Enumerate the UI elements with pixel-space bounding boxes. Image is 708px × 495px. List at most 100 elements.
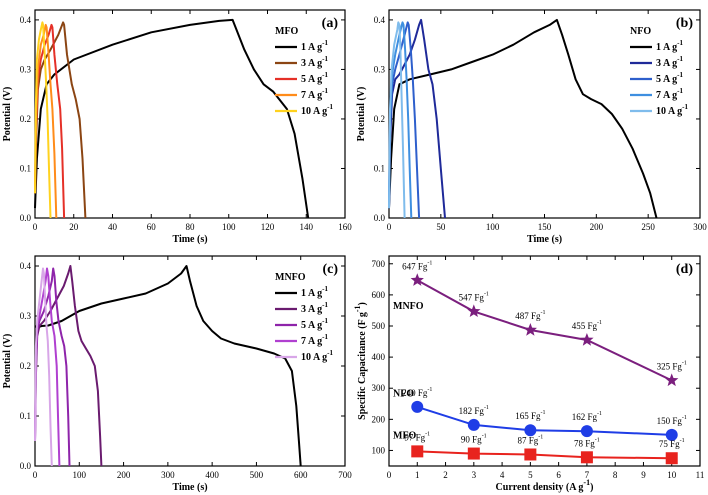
x-tick-label: 0 [387,222,392,232]
y-tick-label: 0.0 [20,461,32,471]
data-label: 87 Fg-1 [517,434,543,445]
series-name-label: MFO [393,431,417,442]
y-tick-label: 300 [372,383,386,393]
data-point [410,273,424,286]
x-tick-label: 200 [117,470,131,480]
data-label: 162 Fg-1 [572,411,602,422]
legend-title: MNFO [275,272,306,283]
series-line [34,18,310,219]
x-tick-label: 5 [528,470,533,480]
data-label: 78 Fg-1 [574,437,600,448]
plot-frame [34,9,346,219]
legend-entry: 1 A g-1 [301,39,328,53]
series-line [34,23,58,219]
data-label: 240 Fg-1 [402,387,432,398]
panel-a: 0 20 40 60 80 100 120 140 160 0.0 0.1 0.2 0.3 0.4 Time… [2,9,352,245]
x-tick-label: 7 [585,470,590,480]
series-line [416,279,673,382]
x-tick-label: 1 [415,470,420,480]
y-tick-label: 0.2 [20,361,31,371]
series-line [388,18,658,219]
series-line [34,267,53,467]
series-name-label: MNFO [393,301,424,312]
x-tick-label: 60 [147,222,157,232]
series-line [388,21,406,219]
x-tick-label: 0 [387,470,392,480]
x-tick-label: 3 [472,470,477,480]
data-label: 487 Fg-1 [515,310,545,321]
x-axis-label: Current density (A g-1) [496,478,594,493]
y-tick-label: 0.1 [374,163,385,173]
y-tick-label: 0.0 [20,213,32,223]
data-label: 90 Fg-1 [461,434,487,445]
legend-title: MFO [275,26,299,37]
legend-entry: 3 A g-1 [301,301,328,315]
x-tick-label: 9 [641,470,646,480]
legend-entry: 1 A g-1 [301,285,328,299]
series-line [34,21,87,219]
legend-entry: 5 A g-1 [301,317,328,331]
series-line [34,265,103,467]
y-tick-label: 600 [372,290,386,300]
y-tick-label: 0.3 [20,64,32,74]
panel-label: (d) [676,262,693,277]
y-tick-label: 0.4 [20,261,32,271]
series-line [34,21,52,219]
x-tick-label: 400 [205,470,219,480]
data-point [411,445,424,458]
x-tick-label: 10 [667,470,677,480]
data-point [524,424,537,437]
x-tick-label: 600 [294,470,308,480]
data-point [580,451,593,464]
legend-entry: 10 A g-1 [301,349,333,363]
legend-entry: 7 A g-1 [656,87,683,101]
y-tick-label: 700 [372,259,386,269]
y-tick-label: 0.2 [374,114,385,124]
data-point [467,447,480,460]
y-axis-label: Specific Capacitance (F g-1) [353,302,368,420]
x-tick-label: 2 [443,470,448,480]
data-label: 97 Fg-1 [404,431,430,442]
legend-entry: 5 A g-1 [656,71,683,85]
legend-entry: 3 A g-1 [656,55,683,69]
data-label: 150 Fg-1 [657,415,687,426]
plot-frame [388,255,701,467]
data-point [411,400,424,413]
x-tick-label: 11 [696,470,705,480]
data-point [580,425,593,438]
data-point [580,333,594,346]
y-tick-label: 0.4 [20,15,32,25]
series-line [388,18,446,219]
panel-b: 0 50 100 150 200 250 300 0.0 0.1 0.2 0.3 0.4 Time (s… [356,9,707,245]
x-tick-label: 150 [538,222,552,232]
y-tick-label: 200 [372,414,386,424]
x-tick-label: 20 [69,222,79,232]
x-axis-label: Time (s) [527,234,562,245]
panel-label: (a) [322,16,339,31]
panel-label: (b) [676,16,693,31]
y-axis-label: Potential (V) [356,87,367,142]
series-line [417,450,672,460]
panel-label: (c) [322,262,338,277]
x-tick-label: 0 [33,470,38,480]
data-point [665,428,678,441]
y-tick-label: 100 [372,445,386,455]
data-point [467,304,481,317]
legend-entry: 5 A g-1 [301,71,328,85]
legend-entry: 10 A g-1 [656,103,688,117]
data-point [523,323,537,336]
x-tick-label: 160 [338,222,352,232]
series-line [34,267,71,467]
legend-entry: 1 A g-1 [656,39,683,53]
y-tick-label: 0.0 [374,213,386,223]
y-tick-label: 0.1 [20,163,31,173]
y-tick-label: 0.1 [20,411,31,421]
x-tick-label: 4 [500,470,505,480]
data-label: 455 Fg-1 [572,320,602,331]
x-tick-label: 300 [693,222,707,232]
x-tick-label: 40 [108,222,118,232]
y-tick-label: 500 [372,321,386,331]
x-axis-label: Time (s) [172,234,207,245]
data-point [467,418,480,431]
